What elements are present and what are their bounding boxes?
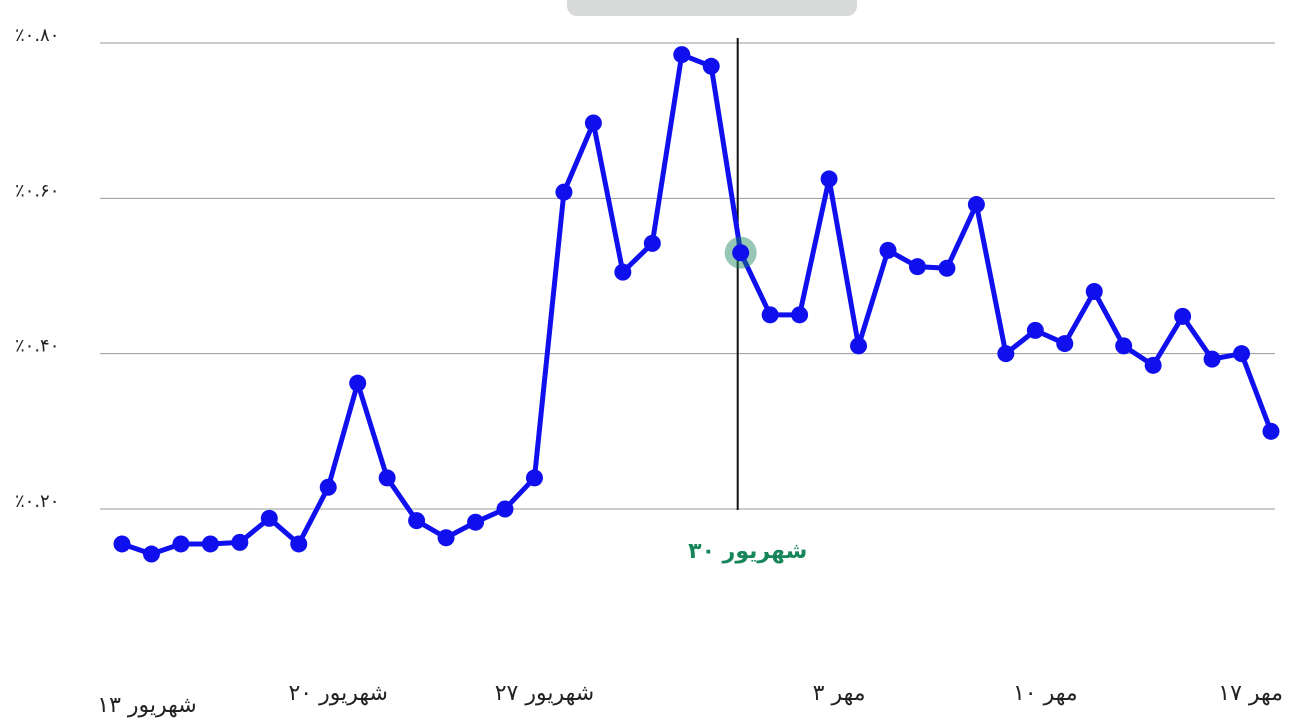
data-point[interactable] xyxy=(938,259,956,277)
y-axis-ticks: ٪۰.۲۰ ٪۰.۴۰ ٪۰.۶۰ ٪۰.۸۰ xyxy=(15,25,59,512)
x-tick-label: ۳ مهر xyxy=(813,681,866,706)
data-point[interactable] xyxy=(1262,422,1280,440)
data-point[interactable] xyxy=(997,345,1015,363)
series-points-group xyxy=(113,46,1280,563)
data-point[interactable] xyxy=(201,535,219,553)
data-point[interactable] xyxy=(584,114,602,132)
data-point[interactable] xyxy=(879,241,897,259)
data-point[interactable] xyxy=(673,46,691,64)
data-point[interactable] xyxy=(113,535,131,553)
data-point[interactable] xyxy=(1026,321,1044,339)
data-point[interactable] xyxy=(1144,356,1162,374)
series-line xyxy=(119,52,1274,557)
data-point[interactable] xyxy=(820,170,838,188)
data-point[interactable] xyxy=(467,513,485,531)
data-point[interactable] xyxy=(1233,345,1251,363)
x-tick-label: ۱۳ شهریور xyxy=(97,693,196,718)
x-tick-label: ۲۷ شهریور xyxy=(495,681,594,706)
data-point[interactable] xyxy=(614,263,632,281)
y-tick-label: ٪۰.۸۰ xyxy=(15,25,59,46)
data-point[interactable] xyxy=(408,512,426,530)
y-tick-label: ٪۰.۲۰ xyxy=(15,491,59,512)
gridlines xyxy=(100,42,1275,510)
data-point[interactable] xyxy=(172,535,190,553)
data-point[interactable] xyxy=(496,500,514,518)
data-point[interactable] xyxy=(1115,337,1133,355)
data-point[interactable] xyxy=(1085,283,1103,301)
highlight-group: ۳۰ شهریور xyxy=(688,539,807,564)
data-point[interactable] xyxy=(437,529,455,547)
data-point[interactable] xyxy=(732,244,750,262)
tooltip-box xyxy=(567,0,857,16)
data-point[interactable] xyxy=(555,183,573,201)
data-point[interactable] xyxy=(319,478,337,496)
series-line-group xyxy=(119,52,1274,557)
data-point[interactable] xyxy=(260,509,278,527)
data-point[interactable] xyxy=(850,337,868,355)
x-tick-label: ۱۰ مهر xyxy=(1013,681,1078,706)
data-point[interactable] xyxy=(791,306,809,324)
y-tick-label: ٪۰.۶۰ xyxy=(15,180,59,201)
y-tick-label: ٪۰.۴۰ xyxy=(15,336,59,357)
data-point[interactable] xyxy=(525,469,543,487)
highlight-label: ۳۰ شهریور xyxy=(688,539,807,564)
data-point[interactable] xyxy=(702,57,720,75)
data-point[interactable] xyxy=(908,258,926,276)
x-tick-label: ۱۷ مهر xyxy=(1218,681,1283,706)
data-point[interactable] xyxy=(643,234,661,252)
data-point[interactable] xyxy=(231,533,249,551)
data-point[interactable] xyxy=(967,196,985,214)
data-point[interactable] xyxy=(378,469,396,487)
data-point[interactable] xyxy=(349,374,367,392)
x-axis-ticks: ۱۳ شهریور ۲۰ شهریور ۲۷ شهریور ۳ مهر ۱۰ مهر ۱۷… xyxy=(97,681,1283,718)
data-point[interactable] xyxy=(761,306,779,324)
data-point[interactable] xyxy=(290,535,308,553)
data-point[interactable] xyxy=(1203,350,1221,368)
data-point[interactable] xyxy=(1056,335,1074,353)
x-tick-label: ۲۰ شهریور xyxy=(288,681,387,706)
data-point[interactable] xyxy=(142,545,160,563)
data-point[interactable] xyxy=(1174,307,1192,325)
